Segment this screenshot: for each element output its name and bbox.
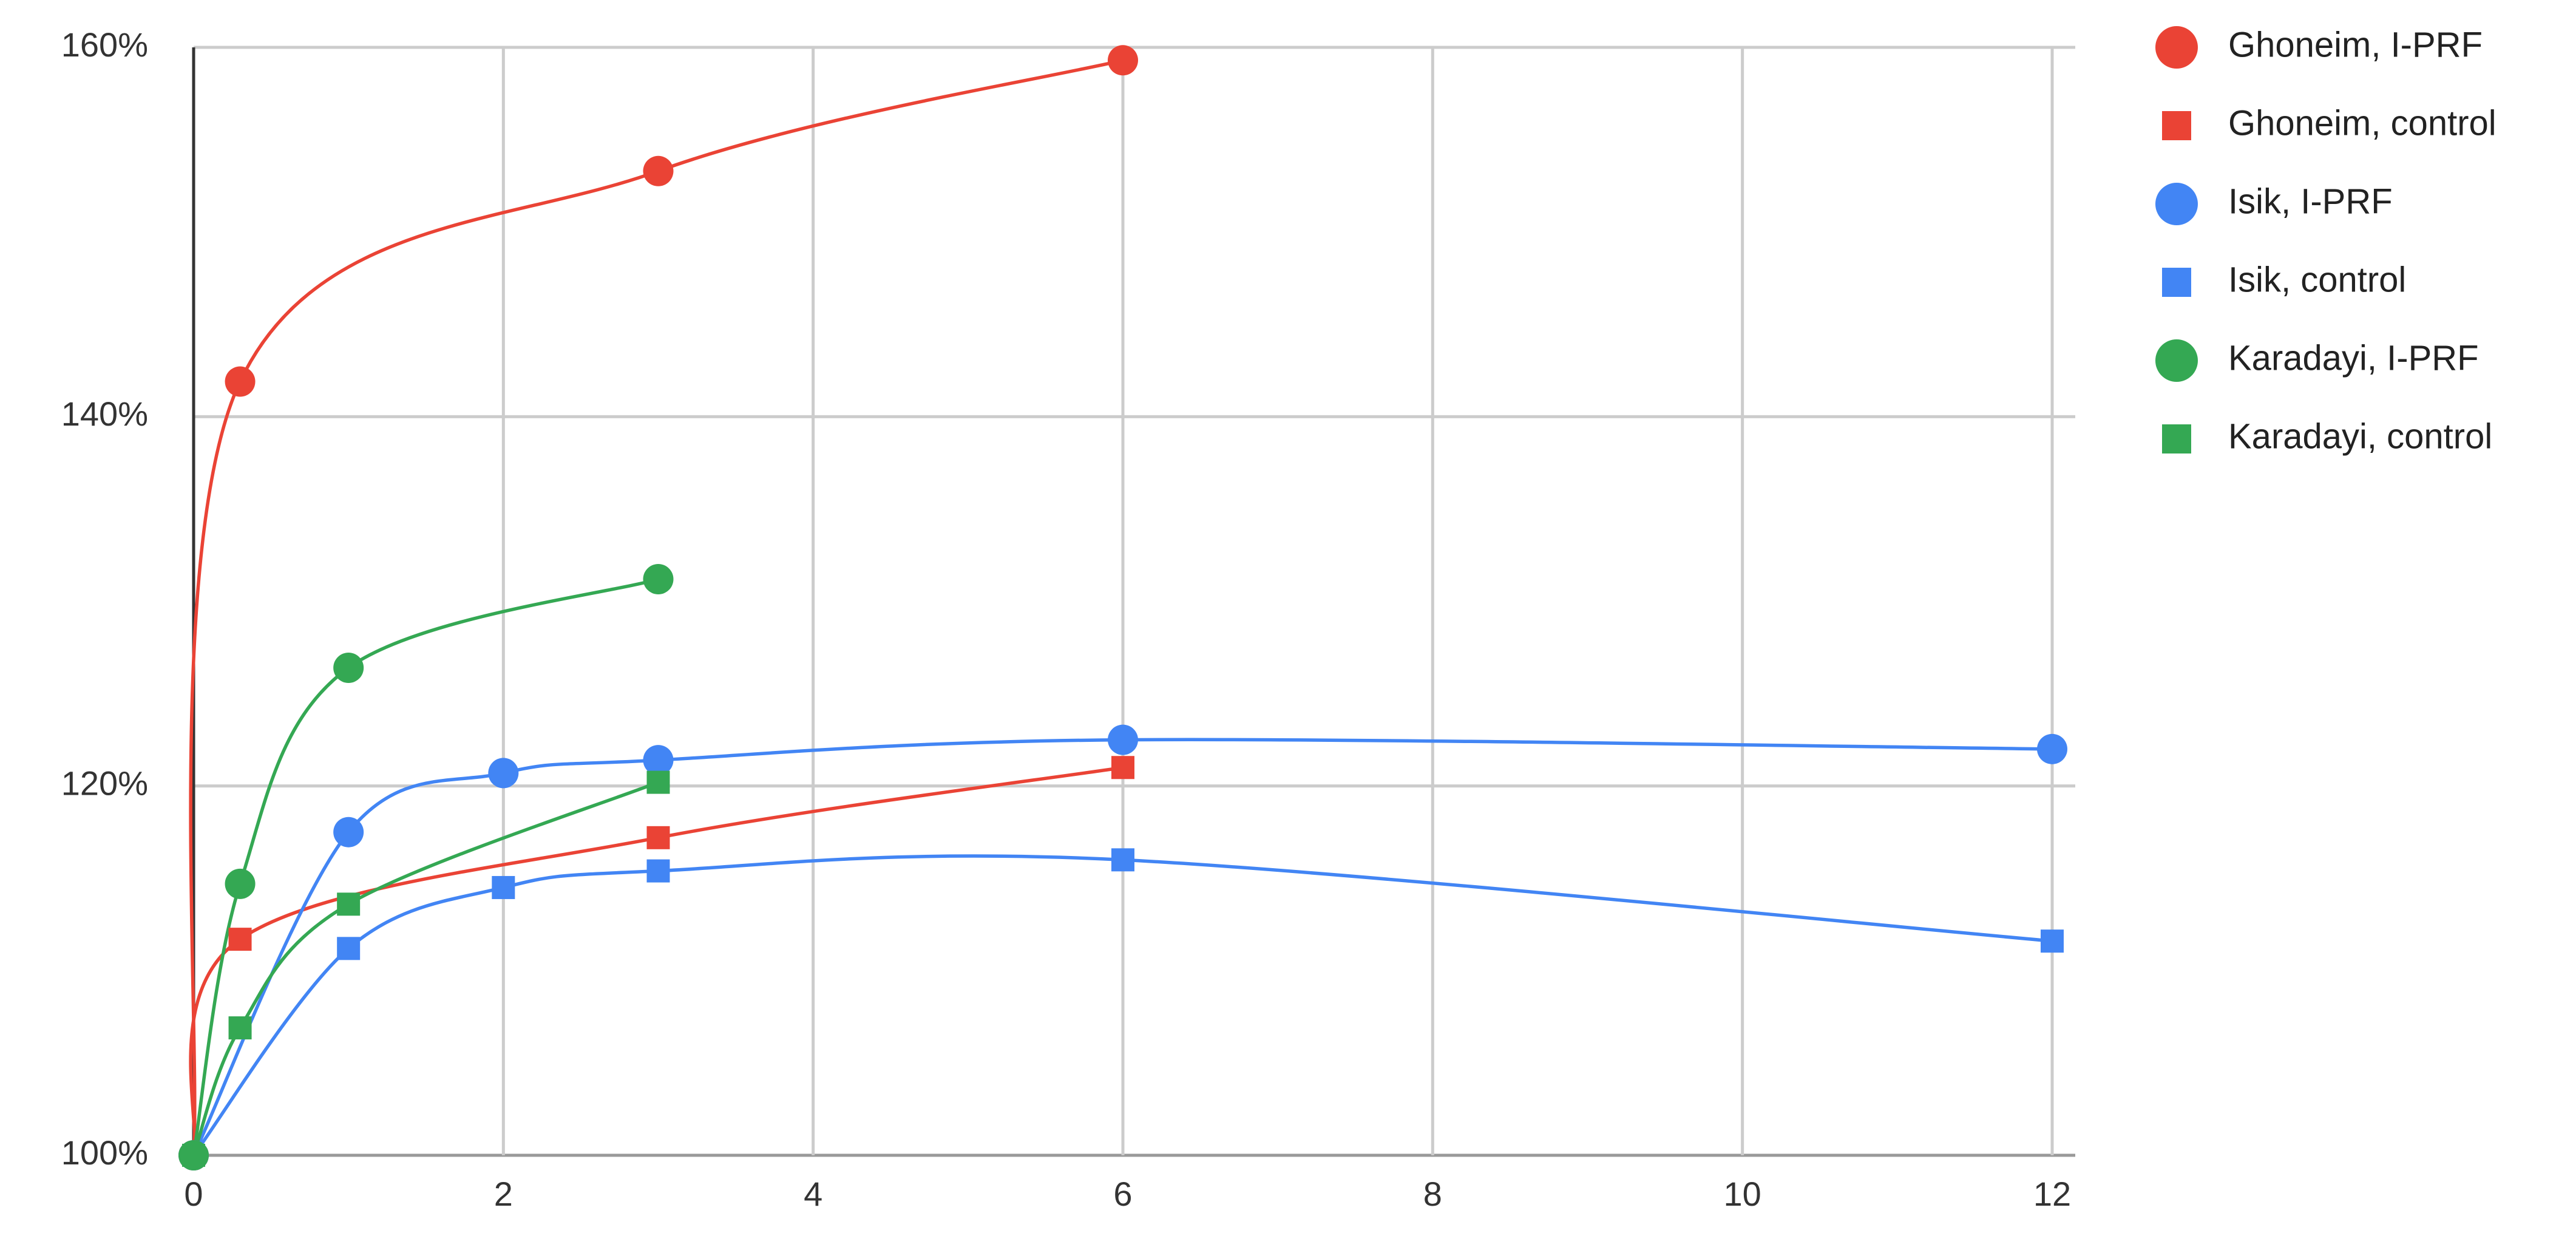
point: [643, 745, 674, 776]
point: [2041, 929, 2064, 953]
series-line: [189, 58, 1124, 1156]
point: [646, 826, 670, 849]
legend-swatch: [2155, 26, 2198, 69]
point: [337, 892, 361, 916]
legend: Ghoneim, I-PRF Ghoneim, control Isik, I-PR…: [2155, 25, 2496, 456]
axes: 100% 120% 140% 160% 0 2 4 6 8 10 12: [61, 25, 2071, 1213]
series-line: [192, 738, 2053, 1157]
y-tick-label: 100%: [61, 1133, 148, 1172]
x-tick-label: 2: [494, 1175, 513, 1213]
legend-label: Ghoneim, I-PRF: [2228, 25, 2483, 64]
point: [646, 859, 670, 883]
legend-swatch: [2162, 424, 2191, 453]
grid: [192, 46, 2075, 1157]
legend-swatch: [2155, 339, 2198, 382]
point: [2037, 733, 2067, 764]
point: [492, 875, 515, 899]
legend-label: Karadayi, I-PRF: [2228, 338, 2479, 378]
legend-label: Karadayi, control: [2228, 416, 2492, 456]
point: [228, 928, 252, 951]
series-line: [192, 781, 659, 1156]
legend-swatch: [2162, 268, 2191, 297]
x-tick-label: 8: [1423, 1175, 1442, 1213]
point: [228, 1016, 252, 1040]
legend-swatch: [2162, 111, 2191, 140]
point: [182, 1144, 205, 1167]
legend-label: Isik, control: [2228, 260, 2406, 299]
legend-label: Ghoneim, control: [2228, 103, 2496, 143]
point: [225, 868, 256, 899]
legend-label: Isik, I-PRF: [2228, 182, 2393, 221]
point: [643, 564, 674, 594]
point: [1111, 756, 1134, 780]
x-tick-label: 4: [804, 1175, 822, 1213]
point: [1108, 45, 1138, 76]
point: [643, 155, 674, 186]
x-tick-label: 6: [1113, 1175, 1132, 1213]
point: [333, 653, 364, 683]
point: [1111, 848, 1134, 872]
x-tick-label: 12: [2033, 1175, 2071, 1213]
legend-swatch: [2155, 183, 2198, 225]
point: [333, 817, 364, 847]
x-tick-label: 10: [1724, 1175, 1761, 1213]
x-tick-label: 0: [184, 1175, 203, 1213]
y-tick-label: 120%: [61, 764, 148, 802]
point: [488, 758, 519, 789]
point: [646, 770, 670, 794]
y-tick-label: 160%: [61, 25, 148, 64]
series-line: [189, 766, 1124, 1156]
point: [225, 366, 256, 397]
y-tick-label: 140%: [61, 395, 148, 433]
point: [337, 937, 361, 960]
point: [1108, 724, 1138, 755]
series-line: [192, 577, 659, 1156]
lines: [189, 58, 2053, 1157]
marks: [178, 45, 2067, 1170]
